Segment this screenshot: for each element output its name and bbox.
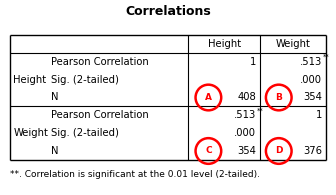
Text: **: ** [323,54,329,60]
Text: 1: 1 [250,57,256,67]
Text: 1: 1 [316,110,322,120]
Text: Weight: Weight [13,128,48,138]
Text: Correlations: Correlations [125,5,211,18]
Text: B: B [275,93,282,102]
Text: C: C [205,146,212,155]
Text: 354: 354 [303,92,322,103]
Text: Pearson Correlation: Pearson Correlation [51,110,149,120]
Text: N: N [51,92,59,103]
Text: Pearson Correlation: Pearson Correlation [51,57,149,67]
Text: Weight: Weight [276,39,310,49]
Text: 376: 376 [303,146,322,156]
Text: .000: .000 [300,75,322,85]
Text: D: D [275,146,283,155]
Text: Sig. (2-tailed): Sig. (2-tailed) [51,75,119,85]
Text: A: A [205,93,212,102]
Text: .513: .513 [234,110,256,120]
Text: Sig. (2-tailed): Sig. (2-tailed) [51,128,119,138]
Text: 408: 408 [238,92,256,103]
Text: .513: .513 [300,57,322,67]
Text: N: N [51,146,59,156]
Text: 354: 354 [238,146,256,156]
Text: .000: .000 [235,128,256,138]
Text: **. Correlation is significant at the 0.01 level (2-tailed).: **. Correlation is significant at the 0.… [10,170,260,179]
Text: Height: Height [13,75,47,85]
Text: **: ** [257,107,264,113]
Text: Height: Height [208,39,241,49]
